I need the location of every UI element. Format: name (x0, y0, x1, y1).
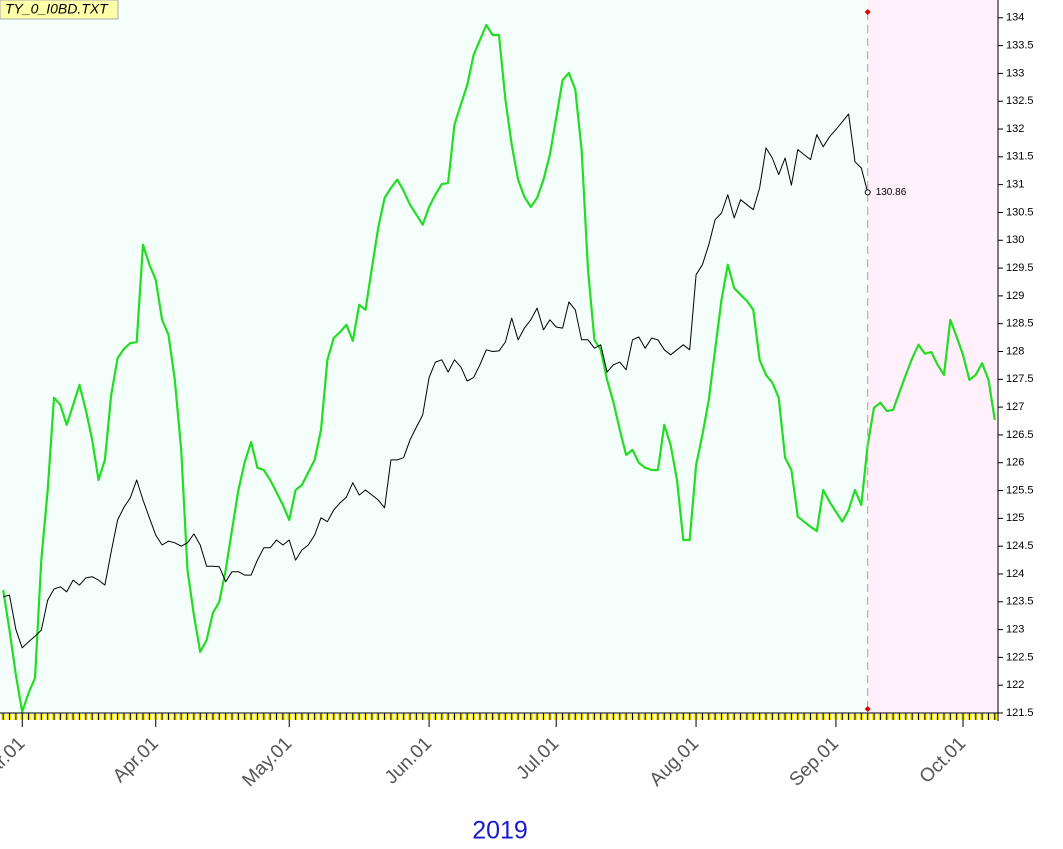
y-tick-label: 133 (1006, 67, 1024, 79)
y-tick-label: 121.5 (1006, 707, 1034, 719)
y-tick-label: 122 (1006, 679, 1024, 691)
y-tick-label: 133.5 (1006, 40, 1034, 52)
y-tick-label: 132.5 (1006, 95, 1034, 107)
title-box (0, 0, 119, 20)
x-tick-label: Aug.01 (646, 733, 703, 790)
y-tick-label: 130 (1006, 234, 1024, 246)
y-tick-label: 127.5 (1006, 373, 1034, 385)
annotation: 130.86 (876, 187, 907, 198)
x-axis-label: 2019 (472, 817, 528, 845)
current-diamond (864, 706, 871, 712)
x-tick-label: Mar.01 (0, 733, 29, 789)
y-tick-label: 127 (1006, 401, 1024, 413)
y-tick-label: 126 (1006, 457, 1024, 469)
series-line (2, 23, 996, 713)
y-tick-label: 132 (1006, 123, 1024, 135)
series-line (3, 113, 869, 649)
x-tick-label: Apr.01 (109, 733, 163, 787)
y-tick-label: 128 (1006, 345, 1024, 357)
y-tick-label: 122.5 (1006, 651, 1034, 663)
y-tick-label: 124 (1006, 568, 1024, 580)
y-tick-label: 124.5 (1006, 540, 1034, 552)
y-tick-label: 130.5 (1006, 206, 1034, 218)
y-tick-label: 131.5 (1006, 151, 1034, 163)
y-tick-label: 131 (1006, 179, 1024, 191)
y-tick-label: 125 (1006, 512, 1024, 524)
y-tick-label: 128.5 (1006, 318, 1034, 330)
background (0, 0, 998, 713)
x-tick-label: May.01 (238, 733, 296, 791)
chart-title: TY_0_I0BD.TXT (5, 1, 109, 17)
plot-background (0, 0, 868, 713)
y-tick-label: 134 (1006, 12, 1024, 24)
y-tick-label: 129 (1006, 290, 1024, 302)
current-diamond (864, 9, 871, 15)
x-tick-label: Jul.01 (513, 733, 564, 784)
y-tick-label: 125.5 (1006, 484, 1034, 496)
plot (2, 23, 996, 713)
x-tick-label: Oct.01 (916, 733, 970, 787)
y-tick-label: 126.5 (1006, 429, 1034, 441)
last-point (864, 189, 871, 196)
x-tick-label: Sep.01 (786, 733, 843, 790)
y-tick-label: 123 (1006, 623, 1024, 635)
x-tick-label: Jun.01 (381, 733, 436, 788)
y-tick-label: 129.5 (1006, 262, 1034, 274)
y-tick-label: 123.5 (1006, 596, 1034, 608)
